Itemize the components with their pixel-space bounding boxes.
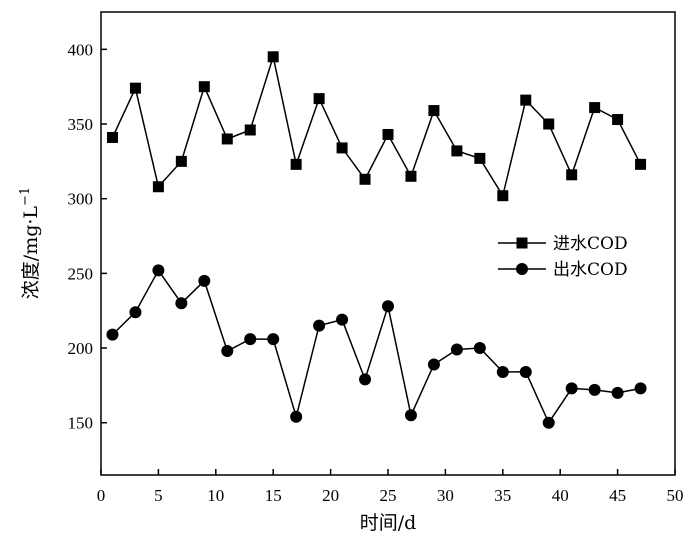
legend-marker-0 (516, 237, 528, 249)
series-0-point-22 (612, 114, 624, 126)
x-axis-title: 时间/d (360, 512, 417, 534)
series-1-point-19 (542, 416, 555, 429)
series-0-point-16 (474, 152, 486, 164)
series-line-1 (111, 268, 641, 425)
y-tick-label-0: 150 (68, 414, 94, 433)
series-0-point-17 (497, 190, 509, 202)
y-axis-title-main: 浓度/mg·L (20, 206, 42, 300)
series-1-point-22 (611, 386, 624, 399)
y-axis-title-exponent: −1 (18, 187, 33, 206)
series-1-point-2 (152, 264, 165, 277)
series-1-point-3 (175, 297, 188, 310)
legend: 进水COD 出水COD (498, 234, 628, 280)
series-layer (106, 51, 647, 429)
x-axis-ticks: 0 5 10 15 20 25 30 35 40 45 50 (97, 469, 684, 505)
x-tick-label-0: 0 (97, 486, 106, 505)
series-1-point-20 (565, 382, 578, 395)
x-tick-label-6: 30 (437, 486, 454, 505)
series-0-point-3 (175, 155, 187, 167)
series-0-point-19 (543, 118, 555, 130)
series-0-point-23 (635, 158, 647, 170)
x-tick-label-1: 5 (154, 486, 163, 505)
legend-marker-1 (516, 263, 528, 275)
series-0-point-11 (359, 173, 371, 185)
series-1-point-1 (129, 306, 142, 319)
series-0 (106, 51, 647, 202)
series-0-point-5 (221, 133, 233, 145)
series-1-point-23 (634, 382, 647, 395)
series-0-point-6 (244, 124, 256, 136)
series-1-point-11 (359, 373, 372, 386)
series-0-point-7 (267, 51, 279, 63)
y-tick-label-3: 300 (68, 190, 94, 209)
series-0-point-1 (129, 82, 141, 94)
series-1-point-5 (221, 345, 234, 358)
x-tick-label-2: 10 (207, 486, 224, 505)
series-1-point-17 (496, 365, 509, 378)
series-1-point-0 (106, 328, 119, 341)
series-0-point-10 (336, 142, 348, 154)
series-1-point-14 (427, 358, 440, 371)
series-0-point-13 (405, 170, 417, 182)
series-0-point-4 (198, 81, 210, 93)
series-0-point-18 (520, 94, 532, 106)
x-tick-label-10: 50 (667, 486, 684, 505)
x-tick-label-5: 25 (380, 486, 397, 505)
y-tick-label-5: 400 (68, 40, 94, 59)
series-1-point-18 (519, 365, 532, 378)
series-0-point-8 (290, 158, 302, 170)
series-0-point-14 (428, 105, 440, 117)
series-0-point-21 (589, 102, 601, 114)
x-tick-label-4: 20 (322, 486, 339, 505)
y-axis-title: 浓度/mg·L−1 (18, 187, 42, 299)
series-1-point-8 (290, 410, 303, 423)
series-1-point-4 (198, 274, 211, 287)
series-0-point-9 (313, 93, 325, 105)
series-line-0 (111, 53, 642, 198)
y-axis-ticks: 150 200 250 300 350 400 (68, 40, 107, 433)
series-1-point-9 (313, 319, 326, 332)
series-0-point-2 (152, 181, 164, 193)
series-1-point-13 (404, 409, 417, 422)
x-tick-label-3: 15 (265, 486, 282, 505)
y-tick-label-4: 350 (68, 115, 94, 134)
x-tick-label-9: 45 (609, 486, 626, 505)
series-0-point-15 (451, 145, 463, 157)
x-tick-label-8: 40 (552, 486, 569, 505)
series-0-point-20 (566, 169, 578, 181)
series-0-point-0 (106, 131, 118, 143)
series-1 (106, 264, 647, 429)
y-tick-label-2: 250 (68, 264, 94, 283)
series-1-point-6 (244, 333, 257, 346)
series-1-point-12 (382, 300, 394, 313)
series-1-point-10 (336, 313, 349, 326)
series-1-point-15 (450, 343, 463, 356)
series-1-point-16 (473, 342, 486, 355)
series-1-point-21 (588, 383, 601, 396)
legend-label-1: 出水COD (553, 260, 628, 280)
legend-label-0: 进水COD (553, 234, 628, 254)
series-1-point-7 (267, 333, 280, 346)
x-tick-label-7: 35 (494, 486, 511, 505)
y-tick-label-1: 200 (68, 339, 94, 358)
series-0-point-12 (382, 128, 394, 140)
